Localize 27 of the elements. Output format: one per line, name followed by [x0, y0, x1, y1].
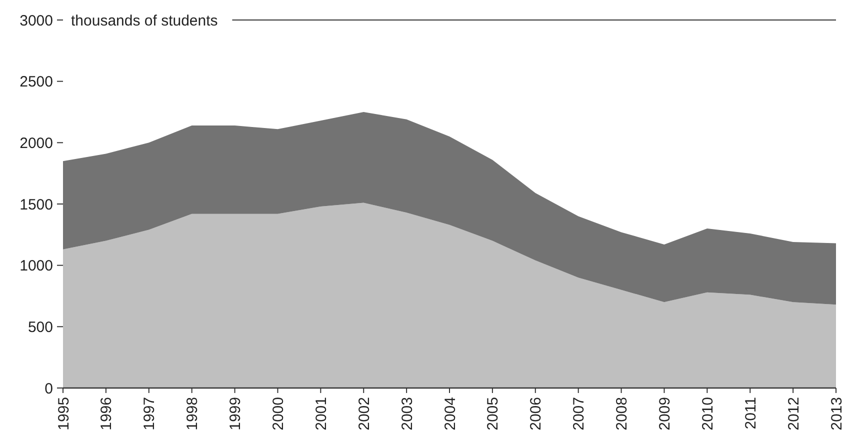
x-tick-label: 2003 [398, 397, 416, 430]
x-tick-label: 2000 [270, 397, 287, 430]
x-tick-label: 2001 [312, 397, 330, 430]
x-tick-label: 2004 [442, 397, 459, 430]
x-tick-label: 2002 [356, 397, 373, 430]
y-tick-label: 2500 [20, 74, 53, 91]
x-tick-label: 2005 [484, 397, 502, 430]
y-tick-label: 0 [44, 380, 53, 398]
y-tick-label: 2000 [20, 134, 53, 152]
x-tick-label: 1995 [55, 397, 72, 430]
x-tick-label: 2007 [570, 397, 588, 430]
x-tick-label: 1997 [141, 397, 158, 430]
x-tick-label: 2013 [828, 397, 844, 430]
y-tick-label: 3000 [20, 12, 53, 30]
x-tick-label: 1999 [227, 397, 244, 430]
x-tick-label: 2009 [656, 397, 674, 430]
x-tick-label: 2012 [785, 397, 802, 430]
y-axis-title: thousands of students [71, 12, 218, 30]
x-tick-label: 1998 [184, 397, 202, 430]
x-tick-label: 1996 [98, 397, 116, 430]
y-tick-label: 500 [28, 318, 53, 336]
x-tick-label: 2006 [528, 397, 545, 430]
x-tick-label: 2010 [699, 397, 716, 430]
x-tick-label: 2008 [614, 397, 631, 430]
y-tick-label: 1500 [20, 196, 53, 214]
y-tick-label: 1000 [20, 258, 53, 275]
x-tick-label: 2011 [742, 397, 760, 430]
